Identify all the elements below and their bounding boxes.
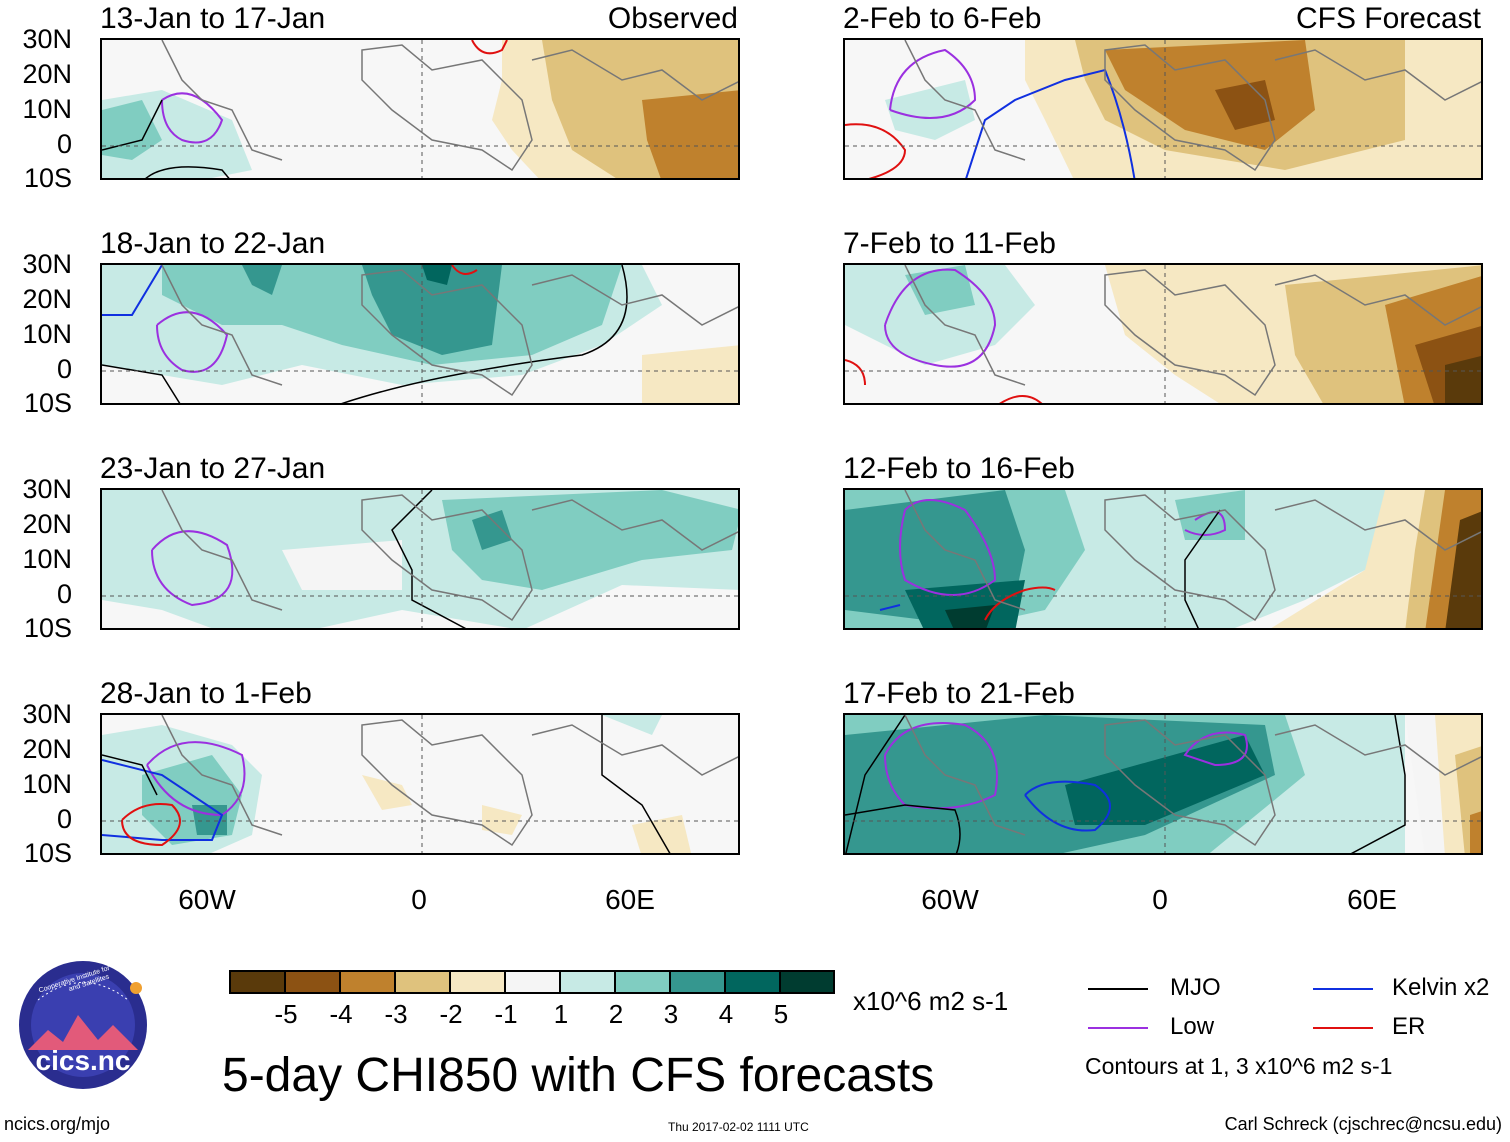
lat-label: 30N — [22, 699, 72, 729]
panel-date-label: 7-Feb to 11-Feb — [843, 227, 1056, 260]
kelvin-legend-label: Kelvin x2 — [1392, 974, 1490, 1001]
chi850-map — [100, 713, 740, 855]
chi850-map — [843, 263, 1483, 405]
panel-date-label: 12-Feb to 16-Feb — [843, 452, 1075, 485]
colorbar-swatch — [449, 970, 505, 994]
lon-label: 60W — [178, 884, 236, 915]
lat-label: 0 — [56, 804, 72, 834]
lat-label: 10N — [22, 544, 72, 574]
colorbar-swatch — [669, 970, 725, 994]
lat-label: 10N — [22, 769, 72, 799]
lat-label: 20N — [22, 59, 72, 89]
lat-label: 30N — [22, 24, 72, 54]
footer-url: ncics.org/mjo — [4, 1114, 111, 1134]
lat-label: 10N — [22, 319, 72, 349]
logo-text: cics.nc — [35, 1045, 131, 1076]
panel-date-label: 28-Jan to 1-Feb — [100, 677, 312, 710]
kelvin-line-swatch — [1313, 988, 1373, 990]
lon-label: 60W — [921, 884, 979, 915]
chi850-map — [100, 263, 740, 405]
colorbar-tick: -1 — [494, 999, 518, 1029]
lon-label: 0 — [411, 884, 427, 915]
footer-timestamp: Thu 2017-02-02 1111 UTC — [668, 1120, 809, 1134]
colorbar-swatch — [614, 970, 670, 994]
lat-label: 0 — [56, 579, 72, 609]
colorbar-tick: 3 — [663, 999, 679, 1029]
lat-label: 20N — [22, 509, 72, 539]
footer-credit: Carl Schreck (cjschrec@ncsu.edu) — [1224, 1114, 1502, 1134]
colorbar-tick: 2 — [608, 999, 624, 1029]
panel-date-label: 17-Feb to 21-Feb — [843, 677, 1075, 710]
colorbar-swatch — [724, 970, 780, 994]
colorbar-swatch — [284, 970, 340, 994]
mjo-line-swatch — [1088, 988, 1148, 990]
lat-label: 20N — [22, 734, 72, 764]
colorbar-swatch — [779, 970, 835, 994]
observed-label: Observed — [607, 2, 738, 35]
panel-date-label: 18-Jan to 22-Jan — [100, 227, 326, 260]
colorbar-tick: -4 — [329, 999, 353, 1029]
colorbar-tick: -3 — [384, 999, 408, 1029]
colorbar-tick: 4 — [718, 999, 734, 1029]
panel-17feb-21feb: 17-Feb to 21-Feb — [843, 679, 1483, 855]
globe-icon — [19, 961, 147, 1089]
colorbar-units: x10^6 m2 s-1 — [853, 986, 1009, 1016]
panel-28jan-1feb: 28-Jan to 1-Feb — [100, 679, 740, 855]
colorbar-swatch — [229, 970, 285, 994]
lat-label: 30N — [22, 474, 72, 504]
lat-label: 30N — [22, 249, 72, 279]
chi850-map — [100, 38, 740, 180]
colorbar-tick: -5 — [274, 999, 298, 1029]
low-line-swatch — [1088, 1027, 1148, 1029]
lon-label: 0 — [1152, 884, 1168, 915]
colorbar-swatch — [339, 970, 395, 994]
lat-label: 10N — [22, 94, 72, 124]
colorbar-swatch — [559, 970, 615, 994]
chi850-map — [843, 713, 1483, 855]
cics-logo: cics.nc Cooperative Institute for Climat… — [8, 957, 158, 1090]
panel-13jan-17jan: 13-Jan to 17-Jan Observed — [100, 4, 740, 180]
lat-label: 10S — [23, 163, 72, 193]
chi850-map — [843, 38, 1483, 180]
lat-label: 20N — [22, 284, 72, 314]
panel-2feb-6feb: 2-Feb to 6-Feb CFS Forecast — [843, 4, 1483, 180]
colorbar-swatch — [394, 970, 450, 994]
panel-7feb-11feb: 7-Feb to 11-Feb — [843, 229, 1483, 405]
chi850-map — [100, 488, 740, 630]
panel-date-label: 23-Jan to 27-Jan — [100, 452, 326, 485]
colorbar-tick: -2 — [439, 999, 463, 1029]
mjo-legend-label: MJO — [1170, 974, 1221, 1001]
er-line-swatch — [1313, 1027, 1373, 1029]
er-legend-label: ER — [1392, 1013, 1426, 1040]
chi850-map — [843, 488, 1483, 630]
panel-12feb-16feb: 12-Feb to 16-Feb — [843, 454, 1483, 630]
contours-note: Contours at 1, 3 x10^6 m2 s-1 — [1085, 1053, 1393, 1079]
lat-label: 10S — [23, 838, 72, 868]
panel-date-label: 13-Jan to 17-Jan — [100, 2, 326, 35]
panel-18jan-22jan: 18-Jan to 22-Jan — [100, 229, 740, 405]
figure-title: 5-day CHI850 with CFS forecasts — [222, 1049, 935, 1102]
colorbar-tick: 5 — [773, 999, 789, 1029]
lat-label: 0 — [56, 129, 72, 159]
cfs-forecast-label: CFS Forecast — [1295, 2, 1481, 35]
colorbar-tick: 1 — [553, 999, 569, 1029]
panel-23jan-27jan: 23-Jan to 27-Jan — [100, 454, 740, 630]
lat-label: 10S — [23, 613, 72, 643]
panel-date-label: 2-Feb to 6-Feb — [843, 2, 1042, 35]
lat-label: 10S — [23, 388, 72, 418]
lon-label: 60E — [605, 884, 655, 915]
colorbar-swatch — [504, 970, 560, 994]
lon-label: 60E — [1347, 884, 1397, 915]
low-legend-label: Low — [1170, 1013, 1215, 1040]
lat-label: 0 — [56, 354, 72, 384]
